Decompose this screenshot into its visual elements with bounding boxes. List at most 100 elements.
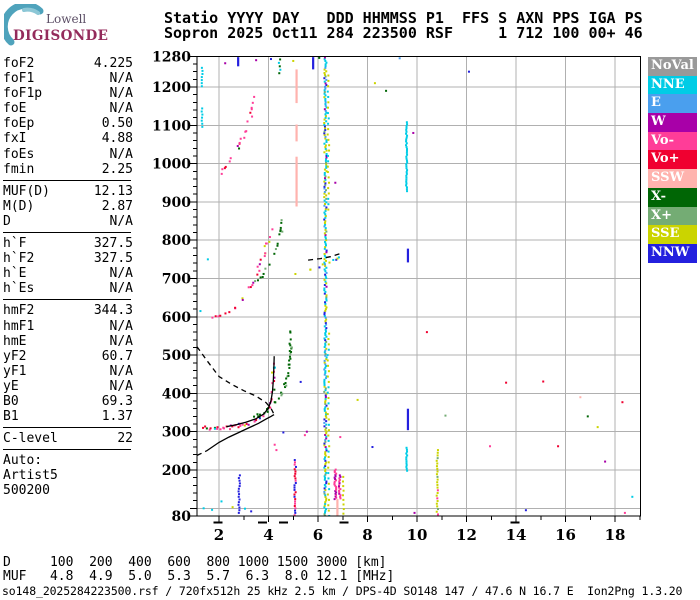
param-label: foF2: [3, 56, 35, 71]
param-value: N/A: [109, 71, 133, 87]
axis-ticks: [190, 55, 642, 524]
param-label: yF1: [3, 363, 27, 379]
param-row: hmF1 N/A: [3, 319, 133, 334]
param-value: 2.25: [101, 161, 133, 177]
param-value: N/A: [109, 146, 133, 162]
axis-labels: 2 4 6 8 10 12 14 16 18 80 200 300 400 500 600 700 800 900…: [152, 49, 625, 544]
param-label: foEp: [3, 116, 35, 132]
param-row: hmF2 344.3: [3, 303, 133, 318]
header-column-values: Sopron 2025 Oct11 284 223500 RSF 1 712 1…: [164, 24, 643, 42]
param-value: 4.225: [93, 56, 133, 71]
autoscaling-info-line: Auto:: [3, 453, 43, 469]
x-axis-label: 8: [362, 526, 372, 544]
param-row: fmin 2.25: [3, 162, 133, 177]
param-label: hmE: [3, 333, 27, 349]
x-axis-label: 12: [456, 526, 477, 544]
param-row: fxI 4.88: [3, 131, 133, 146]
legend-item-e: E: [648, 94, 697, 114]
param-value: 2.87: [101, 198, 133, 214]
param-row: foE N/A: [3, 101, 133, 116]
param-row: hmE N/A: [3, 334, 133, 349]
param-row: M(D) 2.87: [3, 199, 133, 214]
x-axis-label: 4: [263, 526, 273, 544]
y-axis-label: 500: [162, 348, 191, 364]
y-axis-label: 600: [162, 310, 191, 326]
legend-item-sse: SSE: [648, 225, 697, 244]
param-separator: [3, 299, 131, 301]
param-value: N/A: [109, 101, 133, 117]
y-axis-label: 200: [162, 463, 191, 479]
param-value: N/A: [109, 86, 133, 102]
y-axis-label: 80: [172, 509, 192, 525]
param-label: D: [3, 213, 11, 229]
profile-curve-fitted-O-trace: [226, 356, 275, 428]
param-row: D N/A: [3, 214, 133, 229]
direction-legend: NoVal NNE E W Vo- Vo+ SSW X- X+ SSE NNW: [648, 57, 697, 263]
param-label: MUF(D): [3, 183, 50, 199]
param-label: B1: [3, 409, 19, 425]
logo-lowell-text: Lowell: [46, 12, 87, 26]
param-row: foF1p N/A: [3, 86, 133, 101]
param-row: B0 69.3: [3, 394, 133, 409]
logo-swoosh-icon: [4, 4, 44, 46]
param-label: yF2: [3, 348, 27, 364]
param-label: foEs: [3, 146, 35, 162]
param-value: N/A: [109, 213, 133, 229]
param-row: yE N/A: [3, 379, 133, 394]
legend-item-nnw: NNW: [648, 243, 697, 263]
legend-item-vop: Vo+: [648, 150, 697, 170]
param-separator: [3, 427, 131, 429]
param-label: h`F2: [3, 251, 35, 267]
param-row: yF2 60.7: [3, 349, 133, 364]
autoscaling-info-line: Artist5: [3, 468, 58, 484]
param-row: foEs N/A: [3, 147, 133, 162]
logo-digisonde-text: DIGISONDE: [13, 28, 109, 44]
param-value: 4.88: [101, 131, 133, 147]
param-label: fxI: [3, 131, 27, 147]
x-axis-label: 2: [214, 526, 224, 544]
y-axis-label: 1100: [152, 118, 191, 134]
y-axis-label: 300: [162, 425, 191, 441]
y-axis-label: 900: [162, 195, 191, 211]
y-axis-label: 1280: [152, 49, 191, 65]
param-row: h`E N/A: [3, 266, 133, 281]
parameter-panel: foF2 4.225 foF1 N/A foF1p N/A foE N/A foEp 0.50 fx…: [3, 56, 133, 499]
param-row: foF2 4.225: [3, 56, 133, 71]
x-axis-label: 10: [407, 526, 428, 544]
footer-status-line: so148_2025284223500.rsf / 720fx512h 25 k…: [2, 584, 683, 598]
param-label: yE: [3, 378, 19, 394]
param-value: 22: [117, 431, 133, 447]
param-label: foF1p: [3, 86, 43, 102]
y-axis-label: 1000: [152, 157, 191, 173]
param-value: 0.50: [101, 116, 133, 132]
param-label: foE: [3, 101, 27, 117]
header-column-names: Statio YYYY DAY DDD HHMMSS P1 FFS S AXN …: [164, 9, 643, 27]
param-value: 327.5: [93, 236, 133, 252]
y-axis-label: 800: [162, 233, 191, 249]
param-value: N/A: [109, 266, 133, 282]
grid: [197, 56, 641, 516]
param-value: 1.37: [101, 409, 133, 425]
param-value: 60.7: [101, 348, 133, 364]
digisonde-logo: Lowell DIGISONDE: [4, 4, 134, 52]
param-label: h`F: [3, 236, 27, 252]
param-value: 69.3: [101, 393, 133, 409]
param-value: 344.3: [93, 303, 133, 319]
param-separator: [3, 232, 131, 234]
profile-curve-fitted-2hop-arc: [308, 252, 341, 261]
param-value: N/A: [109, 281, 133, 297]
param-label: h`E: [3, 266, 27, 282]
param-row: h`Es N/A: [3, 281, 133, 296]
legend-item-ssw: SSW: [648, 169, 697, 188]
profile-curves: [197, 252, 341, 456]
y-axis-label: 400: [162, 386, 191, 402]
param-label: B0: [3, 393, 19, 409]
legend-item-noval: NoVal: [648, 57, 697, 76]
legend-item-nne: NNE: [648, 75, 697, 95]
param-label: foF1: [3, 71, 35, 87]
param-row: B1 1.37: [3, 409, 133, 424]
profile-curve-bottomside-lead: [197, 450, 207, 456]
legend-item-xp: X+: [648, 206, 697, 226]
